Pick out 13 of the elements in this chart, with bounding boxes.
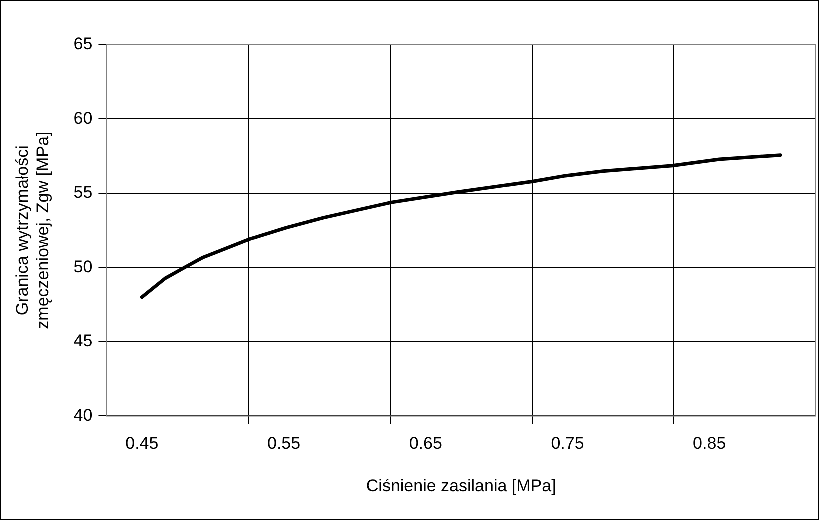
x-tick-label: 0.65 (409, 434, 442, 454)
y-tick-label: 50 (74, 257, 93, 276)
x-axis-title: Ciśnienie zasilania [MPa] (366, 476, 556, 496)
x-tick-label: 0.55 (267, 434, 301, 454)
y-tick-label: 45 (74, 332, 93, 351)
y-tick-label: 65 (74, 34, 93, 54)
y-tick-label: 60 (74, 108, 93, 128)
y-tick-label: 40 (74, 406, 93, 425)
y-tick-label: 55 (74, 183, 93, 202)
x-tick-label: 0.85 (693, 434, 726, 454)
x-tick-label: 0.75 (551, 434, 584, 454)
x-tick-label: 0.45 (126, 434, 159, 454)
y-axis-title: Granica wytrzymałości zmęczeniowej, Zgw [MPa] (12, 132, 52, 330)
